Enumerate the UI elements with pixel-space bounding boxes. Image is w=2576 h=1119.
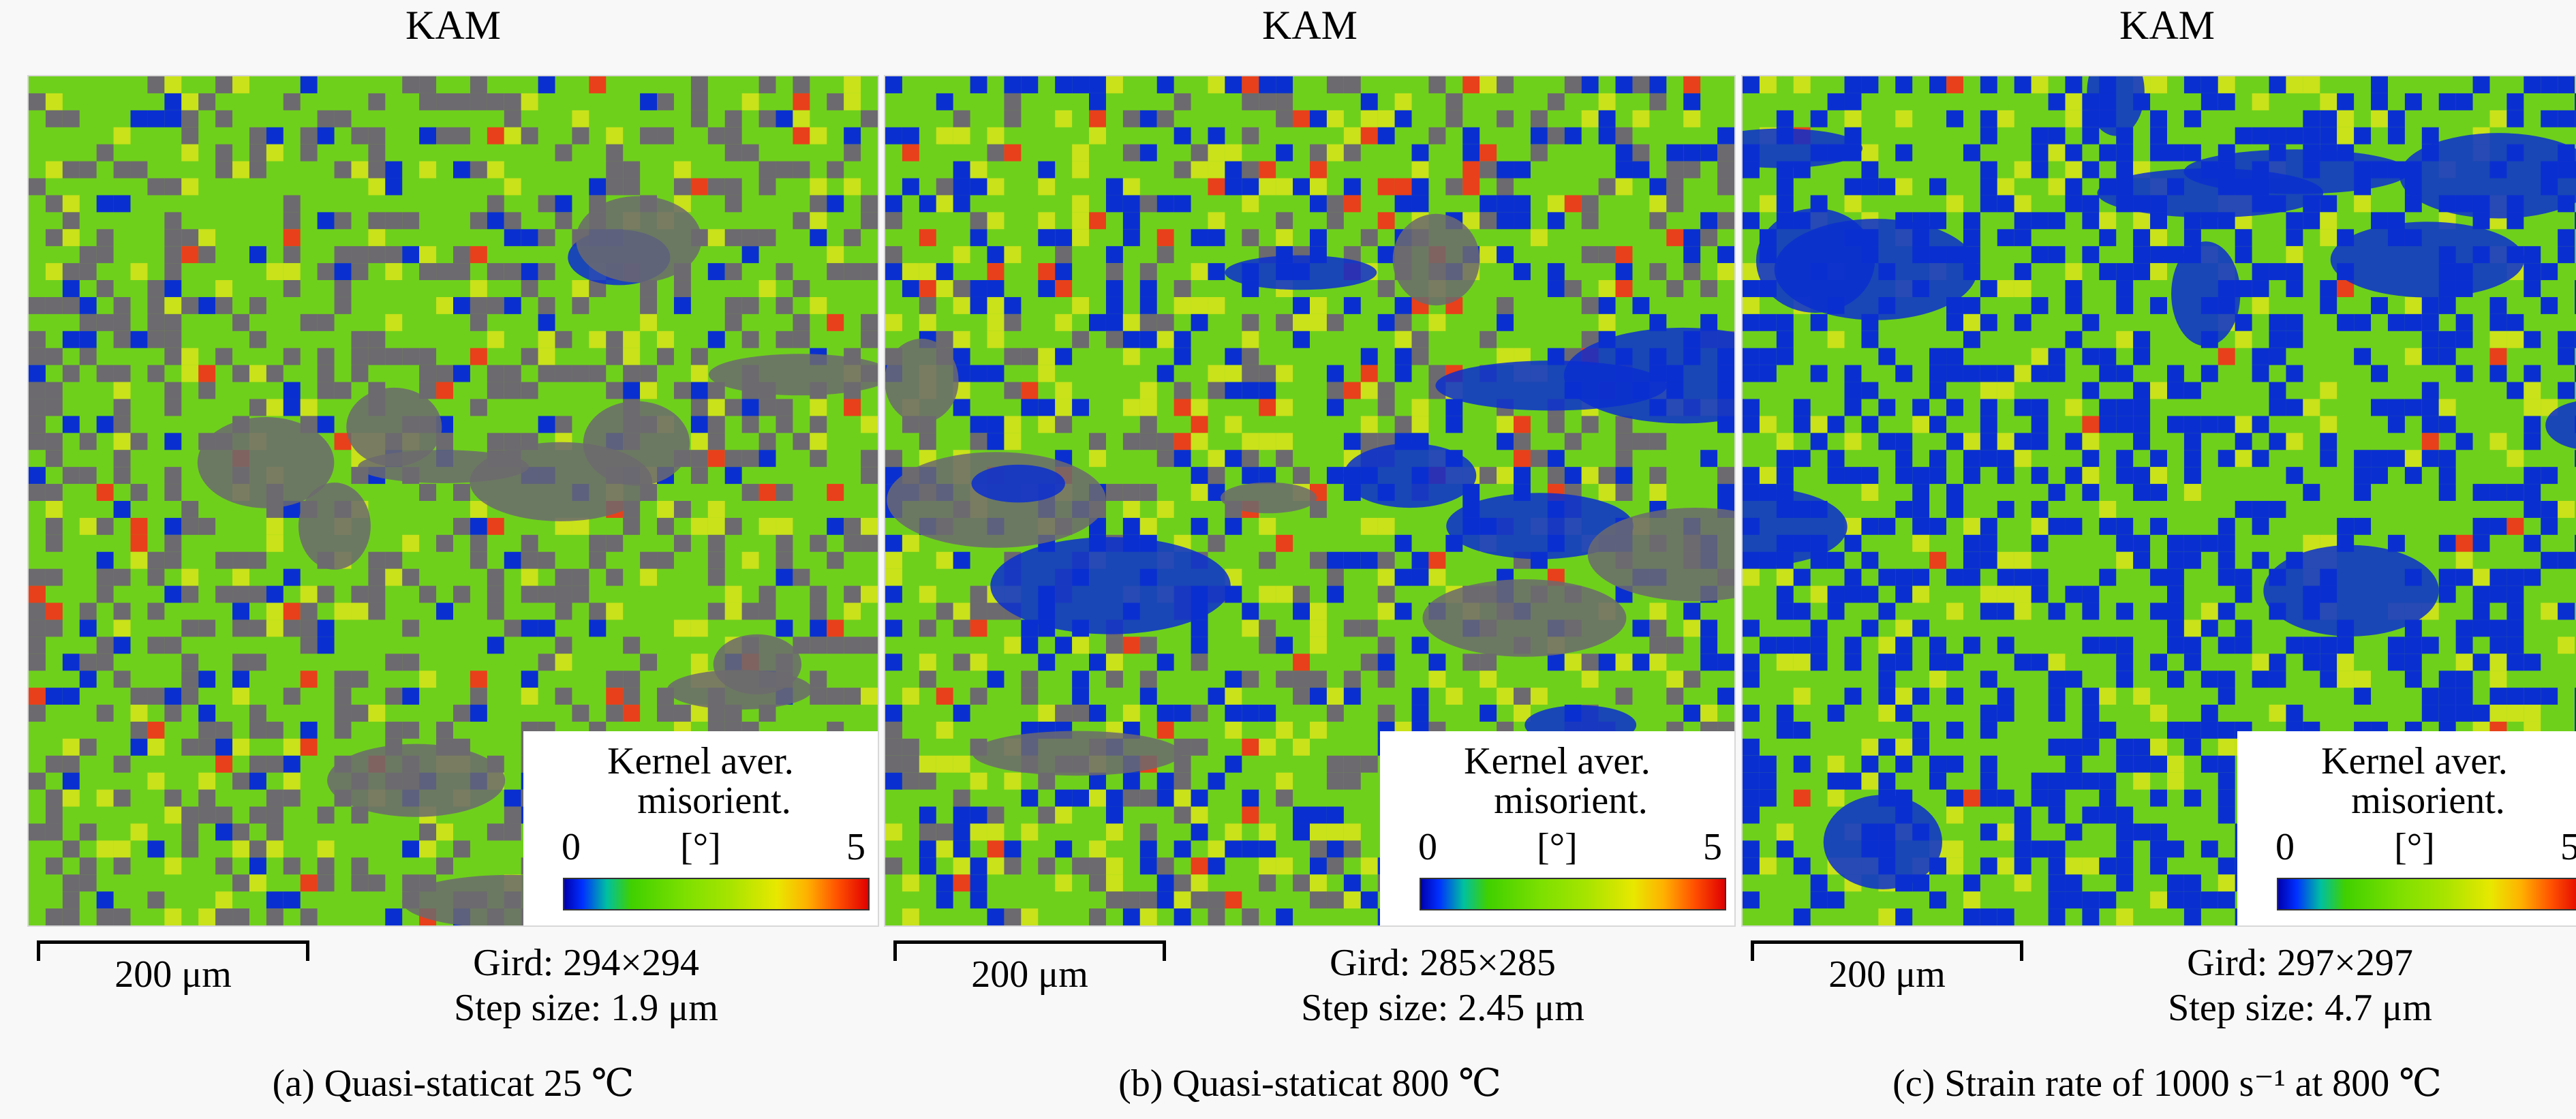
scale-bar-label: 200 μm <box>1828 953 1946 996</box>
step-size: Step size: 2.45 μm <box>1301 987 1584 1029</box>
kam-map-image <box>885 76 1734 925</box>
scale-bar <box>37 940 309 961</box>
legend-title: Kernel aver. <box>2321 740 2508 782</box>
colorbar <box>563 878 870 910</box>
kam-map: Kernel aver. misorient. 0 [°] 5 <box>884 75 1736 927</box>
panel-a: KAM Kernel aver. misorient. 0 [°] 5 200 … <box>27 0 879 1119</box>
grid-info: Gird: 294×294 Step size: 1.9 μm <box>382 940 791 1030</box>
kam-map: Kernel aver. misorient. 0 [°] 5 <box>1741 75 2576 927</box>
scale-bar <box>1751 940 2023 961</box>
colorbar <box>2277 878 2576 910</box>
panel-caption: (c) Strain rate of 1000 s⁻¹ at 800 ℃ <box>1892 1062 2442 1105</box>
panel-c: KAM Kernel aver. misorient. 0 [°] 5 200 … <box>1741 0 2576 1119</box>
legend-title: Kernel aver. <box>607 740 794 782</box>
legend-subtitle: misorient. <box>2351 780 2505 822</box>
grid-size: Gird: 285×285 <box>1330 942 1556 984</box>
legend-min: 0 <box>1418 826 1437 868</box>
step-size: Step size: 1.9 μm <box>454 987 718 1029</box>
panel-title: KAM <box>405 3 501 48</box>
kam-map: Kernel aver. misorient. 0 [°] 5 <box>27 75 879 927</box>
panel-caption: (a) Quasi-staticat 25 ℃ <box>272 1062 634 1105</box>
grid-size: Gird: 294×294 <box>473 942 699 984</box>
color-legend: Kernel aver. misorient. 0 [°] 5 <box>2237 731 2576 925</box>
legend-subtitle: misorient. <box>1494 780 1648 822</box>
color-legend: Kernel aver. misorient. 0 [°] 5 <box>1380 731 1734 925</box>
panel-caption: (b) Quasi-staticat 800 ℃ <box>1118 1062 1501 1105</box>
legend-unit: [°] <box>2394 826 2435 868</box>
legend-unit: [°] <box>680 826 721 868</box>
legend-unit: [°] <box>1537 826 1578 868</box>
legend-max: 5 <box>2560 827 2576 868</box>
legend-min: 0 <box>562 826 581 868</box>
grid-info: Gird: 285×285 Step size: 2.45 μm <box>1238 940 1647 1030</box>
panel-title: KAM <box>1261 3 1358 48</box>
colorbar <box>1420 878 1726 910</box>
panel-b: KAM Kernel aver. misorient. 0 [°] 5 200 … <box>884 0 1736 1119</box>
step-size: Step size: 4.7 μm <box>2168 987 2432 1029</box>
legend-max: 5 <box>846 826 865 868</box>
legend-subtitle: misorient. <box>637 780 791 822</box>
grid-info: Gird: 297×297 Step size: 4.7 μm <box>2096 940 2504 1030</box>
color-legend: Kernel aver. misorient. 0 [°] 5 <box>523 731 878 925</box>
legend-max: 5 <box>1703 826 1722 868</box>
legend-title: Kernel aver. <box>1464 740 1651 782</box>
panel-title: KAM <box>2119 3 2215 48</box>
kam-map-image <box>29 76 878 925</box>
scale-bar-label: 200 μm <box>114 953 232 996</box>
scale-bar-label: 200 μm <box>971 953 1088 996</box>
grid-size: Gird: 297×297 <box>2187 942 2413 984</box>
scale-bar <box>893 940 1166 961</box>
legend-min: 0 <box>2275 826 2295 868</box>
